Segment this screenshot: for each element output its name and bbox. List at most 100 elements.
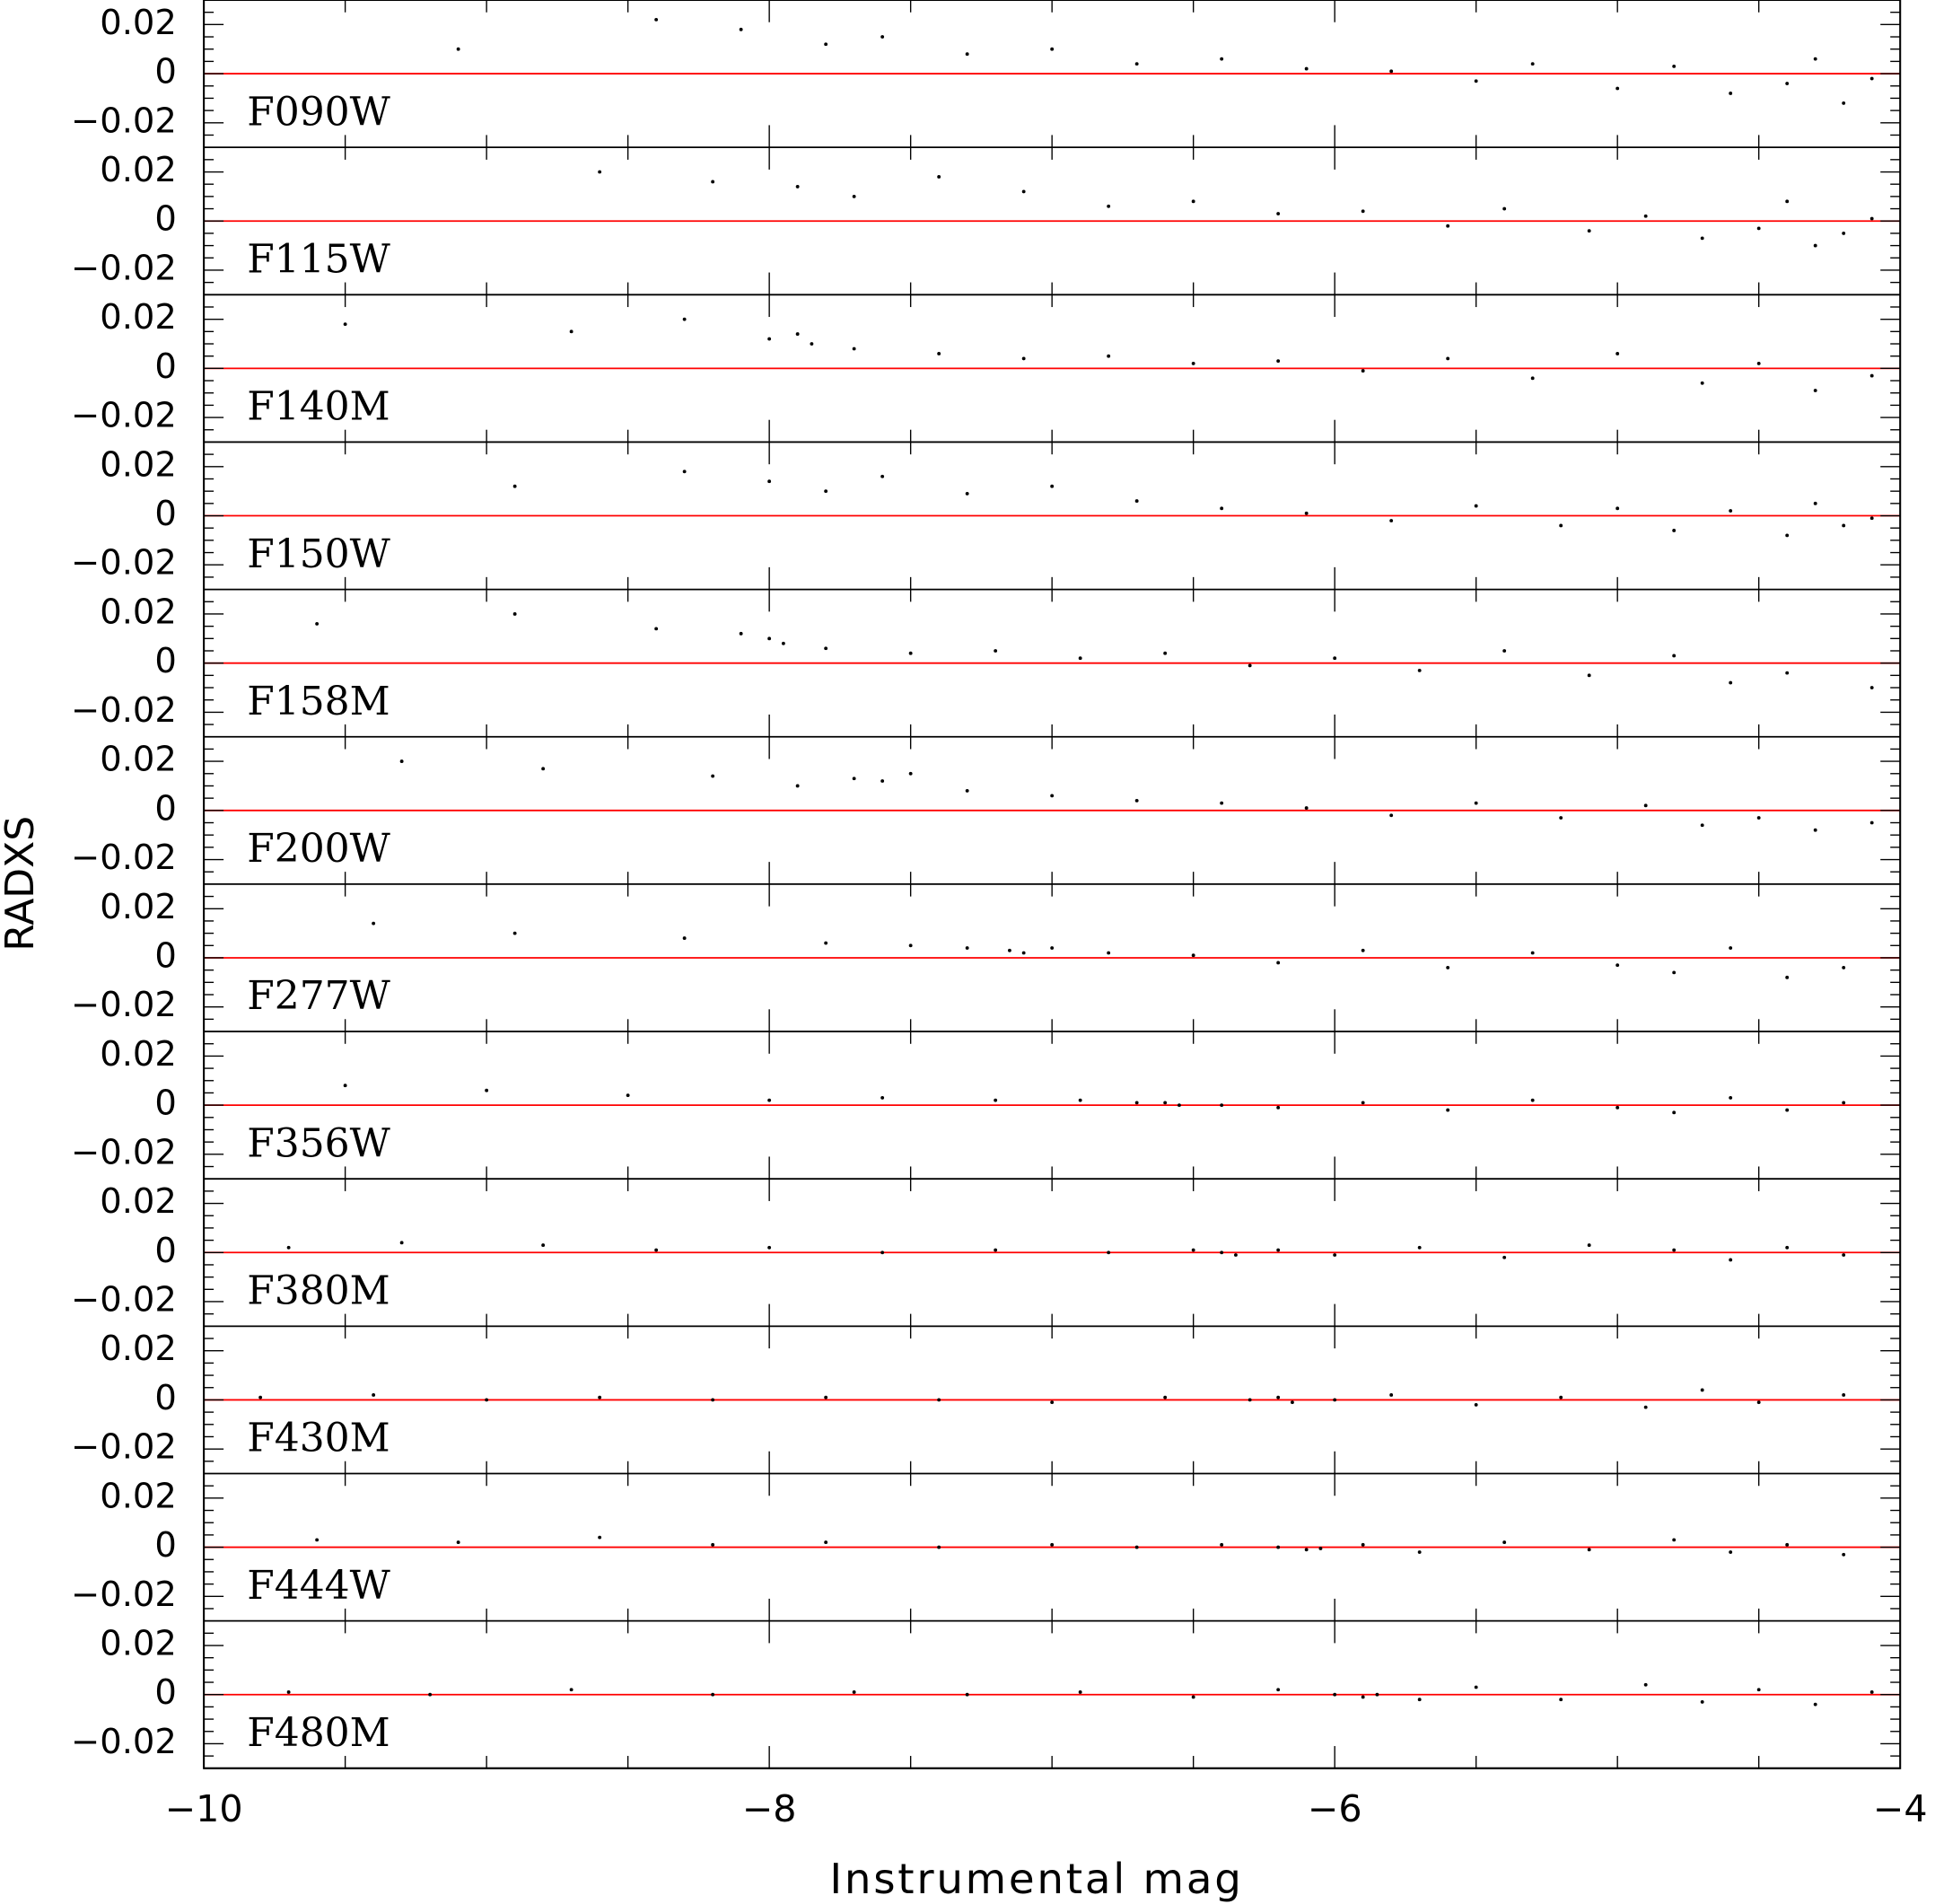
point: [1474, 801, 1478, 805]
point: [1078, 1690, 1082, 1694]
y-tick-label: −0.02: [71, 1575, 177, 1615]
point: [824, 646, 828, 651]
point: [1078, 656, 1082, 661]
point: [1785, 975, 1790, 979]
point: [965, 1692, 969, 1697]
point: [1134, 1101, 1139, 1105]
point: [654, 627, 659, 631]
point: [1191, 361, 1195, 365]
point: [315, 621, 320, 626]
panel-label: F480M: [247, 1710, 390, 1756]
point: [1813, 243, 1817, 248]
point: [937, 175, 941, 179]
point: [1191, 1695, 1195, 1699]
point: [1389, 69, 1394, 74]
point: [880, 474, 885, 478]
point: [824, 1395, 828, 1399]
point: [1672, 1538, 1677, 1542]
point: [512, 612, 517, 616]
y-tick-label: 0: [154, 347, 176, 387]
point: [1050, 1542, 1055, 1547]
point: [824, 489, 828, 494]
point: [1078, 1098, 1082, 1102]
point: [1530, 951, 1535, 955]
panel-label: F444W: [247, 1563, 390, 1609]
point: [908, 651, 913, 655]
point: [1729, 946, 1733, 950]
point: [1474, 1402, 1478, 1407]
point: [485, 1398, 489, 1402]
point: [598, 1395, 602, 1399]
point: [767, 636, 772, 641]
point: [1502, 1255, 1507, 1259]
point: [399, 759, 404, 764]
point: [1643, 214, 1648, 218]
point: [1785, 1245, 1790, 1250]
point: [908, 771, 913, 776]
point: [399, 1241, 404, 1245]
y-axis-label: RADXS: [0, 816, 43, 952]
point: [1587, 1548, 1591, 1552]
point: [1672, 1248, 1677, 1252]
point: [1134, 499, 1139, 504]
point: [1050, 946, 1055, 950]
plot-frame: [203, 0, 1902, 1769]
point: [1233, 1253, 1238, 1257]
point: [1163, 1101, 1168, 1105]
point: [654, 17, 659, 22]
point: [1615, 86, 1620, 91]
point: [852, 347, 856, 351]
y-tick-label: −0.02: [71, 101, 177, 141]
point: [711, 1692, 715, 1697]
point: [1446, 965, 1450, 970]
y-tick-label: 0.02: [100, 1329, 177, 1369]
y-tick-label: 0: [154, 1231, 176, 1271]
point: [1134, 798, 1139, 803]
point: [1333, 656, 1337, 661]
point: [1474, 79, 1478, 83]
point: [852, 194, 856, 198]
point: [1700, 1388, 1704, 1392]
point: [1729, 92, 1733, 95]
point: [1813, 828, 1817, 832]
point: [1813, 501, 1817, 505]
point: [711, 1542, 715, 1547]
x-tick-label: −6: [1308, 1787, 1362, 1830]
point: [767, 337, 772, 341]
y-tick-label: −0.02: [71, 838, 177, 878]
point: [1191, 199, 1195, 204]
point: [1304, 806, 1309, 811]
point: [1290, 1400, 1294, 1405]
point: [937, 1398, 941, 1402]
point: [1700, 236, 1704, 241]
point: [682, 317, 687, 321]
point: [1756, 226, 1761, 231]
y-tick-label: 0: [154, 1378, 176, 1418]
point: [1220, 1542, 1224, 1547]
point: [781, 641, 785, 645]
point: [1559, 523, 1563, 528]
point: [1587, 673, 1591, 678]
point: [1559, 816, 1563, 820]
point: [1813, 389, 1817, 392]
panel-label: F140M: [247, 384, 390, 430]
point: [1276, 212, 1281, 215]
point: [1842, 1393, 1846, 1397]
point: [1050, 794, 1055, 798]
point: [343, 1084, 347, 1088]
point: [315, 1538, 320, 1542]
point: [1177, 1103, 1181, 1108]
point: [1729, 1550, 1733, 1554]
point: [541, 1243, 546, 1247]
point: [1615, 352, 1620, 355]
point: [1756, 361, 1761, 365]
point: [1191, 1248, 1195, 1252]
point: [1756, 1400, 1761, 1405]
point: [824, 1540, 828, 1545]
point: [767, 1245, 772, 1250]
point: [1276, 1395, 1281, 1399]
point: [1756, 1688, 1761, 1692]
point: [1643, 1405, 1648, 1409]
